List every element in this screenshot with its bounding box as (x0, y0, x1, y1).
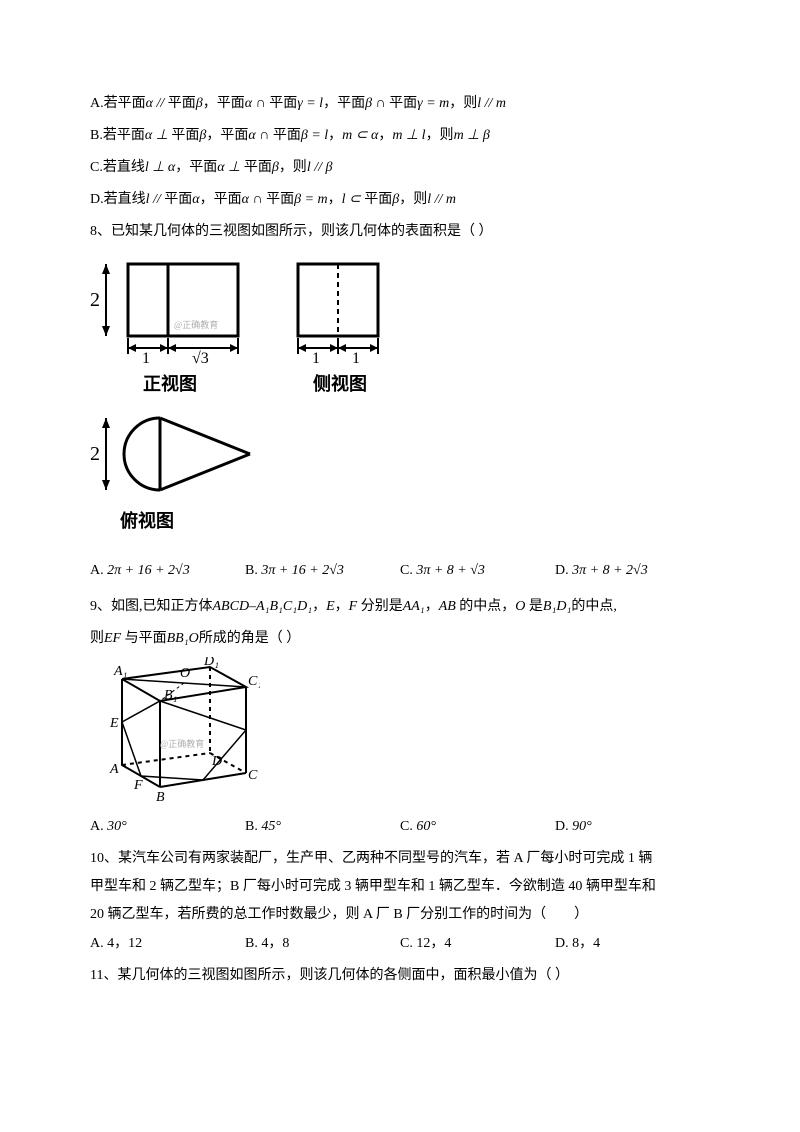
q8-fig-fu: 2 俯视图 (90, 408, 710, 539)
dim-w1: 1 (312, 350, 320, 366)
side-view-svg: 1 1 (280, 256, 400, 366)
q9-option-C: C. 60° (400, 813, 555, 841)
q9-stem-line1: 9、如图,已知正方体ABCD–A₁B₁C₁D₁，E，F 分别是AA₁，AB 的中… (90, 593, 710, 621)
q9-option-D: D. 90° (555, 813, 710, 841)
page: A.若平面α // 平面β，平面α ∩ 平面γ = l，平面β ∩ 平面γ = … (0, 0, 800, 1034)
watermark: @正确教育 (174, 319, 218, 330)
q10-option-A: A. 4，12 (90, 930, 245, 958)
q8-fig-ce: 1 1 侧视图 (280, 256, 400, 402)
lbl-A: A (109, 762, 119, 777)
cube-svg: A₁ D₁ C₁ B₁ O E A F B D C @正确教育 (90, 657, 260, 807)
q7-option-C: C.若直线l ⊥ α，平面α ⊥ 平面β，则l // β (90, 154, 710, 182)
dim-w2: 1 (352, 350, 360, 366)
top-view-svg: 2 (90, 408, 270, 503)
lbl-B1: B₁ (164, 688, 177, 703)
caption-zheng: 正视图 (90, 366, 250, 402)
q10-line3: 20 辆乙型车，若所费的总工作时数最少，则 A 厂 B 厂分别工作的时间为（ ） (90, 903, 710, 927)
q7-option-D: D.若直线l // 平面α，平面α ∩ 平面β = m，l ⊂ 平面β，则l /… (90, 186, 710, 214)
front-view-svg: 2 1 √3 @正确教育 (90, 256, 250, 366)
opt-label: C. (90, 160, 103, 175)
lbl-D: D (211, 754, 222, 769)
q9-options: A. 30° B. 45° C. 60° D. 90° (90, 813, 710, 841)
lbl-F: F (133, 778, 143, 793)
q10-options: A. 4，12 B. 4，8 C. 12，4 D. 8，4 (90, 930, 710, 958)
q10-option-D: D. 8，4 (555, 930, 710, 958)
dim-w2: √3 (192, 350, 209, 366)
lbl-C: C (248, 768, 258, 783)
lbl-A1: A₁ (113, 664, 127, 679)
opt-label: A. (90, 96, 104, 111)
q10-line1: 10、某汽车公司有两家装配厂，生产甲、乙两种不同型号的汽车，若 A 厂每小时可完… (90, 847, 710, 871)
q8-fig-zheng: 2 1 √3 @正确教育 正视图 (90, 256, 250, 402)
caption-fu: 俯视图 (120, 503, 710, 539)
q7-option-A: A.若平面α // 平面β，平面α ∩ 平面γ = l，平面β ∩ 平面γ = … (90, 90, 710, 118)
lbl-O: O (180, 666, 190, 681)
lbl-C1: C₁ (248, 674, 260, 689)
q9-option-A: A. 30° (90, 813, 245, 841)
dim-w1: 1 (142, 350, 150, 366)
lbl-E: E (109, 716, 119, 731)
q10-line2: 甲型车和 2 辆乙型车；B 厂每小时可完成 3 辆甲型车和 1 辆乙型车．今欲制… (90, 875, 710, 899)
q8-option-C: C. 3π + 8 + √3 (400, 557, 555, 585)
lbl-D1: D₁ (203, 657, 219, 669)
q11-stem: 11、某几何体的三视图如图所示，则该几何体的各侧面中，面积最小值为（ ） (90, 962, 710, 990)
q9-stem-line2: 则EF 与平面BB₁O所成的角是（ ） (90, 625, 710, 653)
q10-option-C: C. 12，4 (400, 930, 555, 958)
dim-h: 2 (90, 289, 100, 311)
q8-option-B: B. 3π + 16 + 2√3 (245, 557, 400, 585)
lbl-B: B (156, 790, 165, 805)
q8-options: A. 2π + 16 + 2√3 B. 3π + 16 + 2√3 C. 3π … (90, 557, 710, 585)
q8-option-D: D. 3π + 8 + 2√3 (555, 557, 710, 585)
q8-option-A: A. 2π + 16 + 2√3 (90, 557, 245, 585)
q7-option-B: B.若平面α ⊥ 平面β，平面α ∩ 平面β = l，m ⊂ α，m ⊥ l，则… (90, 122, 710, 150)
opt-label: D. (90, 192, 104, 207)
q10-option-B: B. 4，8 (245, 930, 400, 958)
q9-option-B: B. 45° (245, 813, 400, 841)
dim-h: 2 (90, 443, 100, 465)
caption-ce: 侧视图 (280, 366, 400, 402)
opt-label: B. (90, 128, 103, 143)
q9-figure: A₁ D₁ C₁ B₁ O E A F B D C @正确教育 (90, 657, 710, 807)
q8-figures-top: 2 1 √3 @正确教育 正视图 (90, 256, 710, 402)
watermark: @正确教育 (160, 738, 204, 749)
q8-stem: 8、已知某几何体的三视图如图所示，则该几何体的表面积是（ ） (90, 218, 710, 246)
